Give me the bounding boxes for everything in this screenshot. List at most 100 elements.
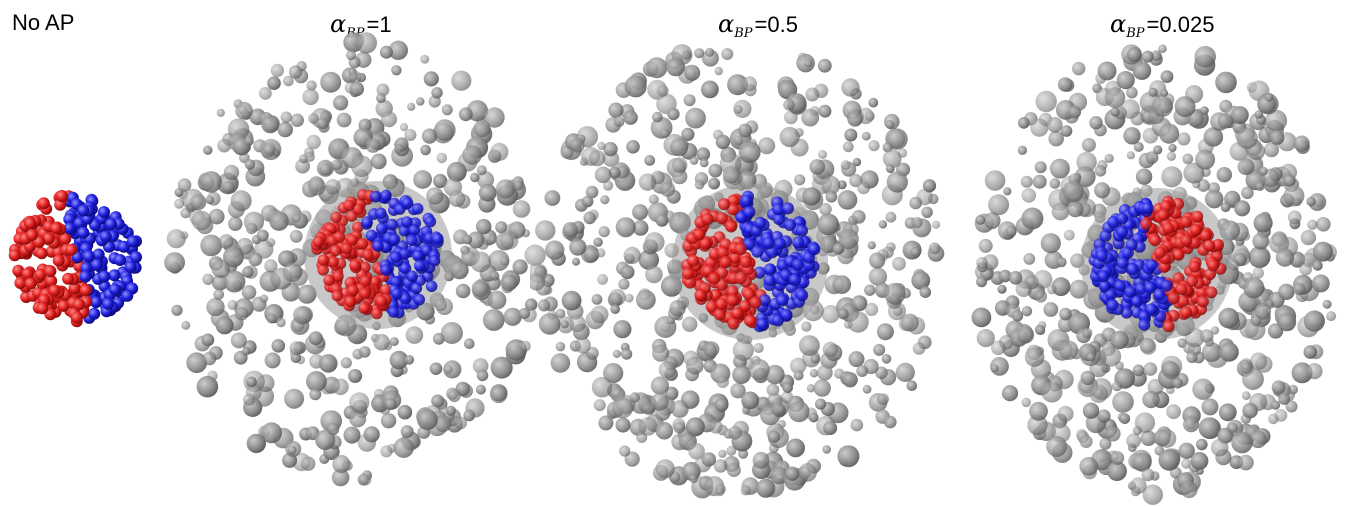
solvent-bead <box>1058 340 1079 361</box>
solvent-bead <box>770 466 788 485</box>
solvent-bead <box>1001 385 1019 402</box>
solvent-bead <box>1219 342 1239 362</box>
solvent-bead <box>448 190 466 207</box>
solvent-bead <box>1161 166 1183 188</box>
solvent-bead <box>246 223 258 235</box>
hemisphere-bead-right <box>98 206 110 219</box>
hemisphere-bead-right <box>375 222 388 235</box>
hemisphere-bead-right <box>412 250 424 262</box>
solvent-bead <box>623 246 641 264</box>
hemisphere-bead-left <box>1141 202 1154 214</box>
hemisphere-bead-right <box>740 194 753 207</box>
solvent-bead <box>282 262 303 282</box>
solvent-bead <box>1248 246 1271 269</box>
solvent-bead <box>203 145 213 155</box>
solvent-bead <box>847 311 869 333</box>
solvent-bead <box>1141 50 1154 63</box>
solvent-bead <box>264 259 278 273</box>
hemisphere-bead-left <box>701 212 714 226</box>
hemisphere-bead-left <box>42 232 55 245</box>
solvent-bead <box>473 120 491 138</box>
solvent-bead <box>818 150 828 159</box>
solvent-bead <box>997 284 1007 294</box>
solvent-bead <box>174 188 184 197</box>
solvent-bead <box>608 102 624 118</box>
solvent-bead <box>832 242 845 255</box>
solvent-bead <box>1072 61 1086 76</box>
solvent-bead <box>590 329 602 341</box>
solvent-bead <box>577 372 586 381</box>
solvent-bead <box>1046 435 1068 457</box>
solvent-bead <box>327 422 340 436</box>
hemisphere-bead-right <box>424 215 437 228</box>
hemisphere-bead-right <box>121 289 134 302</box>
solvent-bead <box>490 142 509 161</box>
panel-no-ap: No AP <box>0 0 160 506</box>
solvent-bead <box>1253 213 1273 233</box>
hemisphere-bead-left <box>330 211 342 224</box>
hemisphere-bead-right <box>1196 286 1209 299</box>
solvent-bead <box>1041 381 1063 403</box>
solvent-bead <box>370 153 387 170</box>
solvent-bead <box>613 116 625 127</box>
hemisphere-bead-right <box>1167 292 1180 305</box>
solvent-bead <box>838 228 859 250</box>
solvent-bead <box>1195 149 1216 170</box>
hemisphere-bead-right <box>99 230 112 243</box>
solvent-bead <box>837 445 860 468</box>
solvent-bead <box>652 111 663 123</box>
hemisphere-bead-right <box>1172 248 1185 261</box>
solvent-bead <box>1132 364 1145 377</box>
solvent-bead <box>766 383 780 397</box>
solvent-bead <box>1162 361 1181 380</box>
solvent-bead <box>585 185 599 199</box>
panel-alpha-0.025: αBP=0.025 <box>970 0 1359 506</box>
hemisphere-bead-right <box>1162 320 1175 333</box>
solvent-bead <box>1082 327 1093 339</box>
solvent-bead <box>815 398 827 410</box>
hemisphere-bead-left <box>356 238 369 250</box>
hemisphere-bead-right <box>1186 274 1199 287</box>
solvent-bead <box>912 342 926 355</box>
solvent-bead <box>464 338 475 350</box>
solvent-bead <box>284 388 305 409</box>
solvent-bead <box>976 329 995 348</box>
solvent-bead <box>876 323 894 341</box>
hemisphere-bead-left <box>1098 279 1111 292</box>
solvent-bead <box>246 433 266 454</box>
solvent-bead <box>1126 86 1138 99</box>
solvent-bead <box>1190 452 1209 470</box>
solvent-bead <box>379 45 393 59</box>
solvent-bead <box>332 378 349 396</box>
solvent-bead <box>514 180 524 191</box>
solvent-bead <box>629 392 640 403</box>
solvent-bead <box>1307 219 1318 230</box>
solvent-bead <box>205 195 215 205</box>
solvent-bead <box>594 166 612 184</box>
solvent-bead <box>1023 253 1036 265</box>
solvent-bead <box>302 88 319 106</box>
solvent-bead <box>1029 401 1048 421</box>
solvent-bead <box>417 409 438 430</box>
solvent-bead <box>648 194 659 205</box>
solvent-bead <box>376 83 390 97</box>
solvent-bead <box>1160 89 1169 98</box>
solvent-bead <box>818 104 832 118</box>
solvent-bead <box>868 267 888 286</box>
solvent-bead <box>1158 44 1167 53</box>
hemisphere-bead-right <box>432 233 444 245</box>
solvent-bead <box>1172 378 1183 389</box>
solvent-bead <box>608 166 621 179</box>
solvent-bead <box>431 87 443 99</box>
solvent-bead <box>287 445 297 455</box>
hemisphere-bead-right <box>773 237 787 250</box>
solvent-bead <box>583 211 596 225</box>
solvent-bead <box>638 173 657 191</box>
solvent-bead <box>293 305 312 325</box>
hemisphere-bead-right <box>109 283 121 296</box>
hemisphere-bead-right <box>365 229 378 242</box>
solvent-bead <box>919 286 932 299</box>
solvent-bead <box>1234 200 1251 217</box>
hemisphere-bead-left <box>731 307 744 320</box>
solvent-bead <box>263 142 276 156</box>
